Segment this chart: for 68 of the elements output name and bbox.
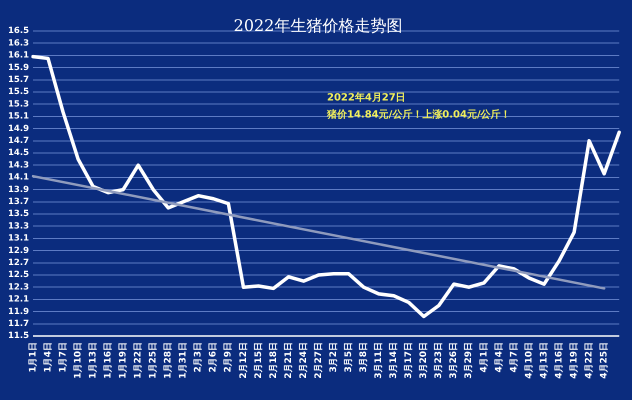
x-tick-label: 2月3日 xyxy=(192,342,204,373)
x-tick-label: 3月23日 xyxy=(433,342,444,379)
x-tick-label: 4月1日 xyxy=(478,342,490,373)
x-tick-label: 2月9日 xyxy=(222,342,234,373)
y-tick-label: 14.1 xyxy=(8,172,30,183)
y-tick-label: 15.7 xyxy=(8,75,30,86)
y-tick-label: 13.7 xyxy=(8,197,30,208)
annotation: 猪价14.84元/公斤！上涨0.04元/公斤！ xyxy=(326,108,511,121)
x-tick-label: 2月24日 xyxy=(298,342,309,379)
y-tick-label: 15.1 xyxy=(8,112,30,122)
y-tick-label: 14.3 xyxy=(8,160,30,170)
y-tick-label: 13.5 xyxy=(8,209,30,220)
y-tick-label: 16.3 xyxy=(8,38,30,48)
x-tick-label: 4月4日 xyxy=(493,342,504,373)
x-tick-label: 3月17日 xyxy=(403,342,414,379)
x-tick-label: 1月7日 xyxy=(57,342,68,373)
x-tick-label: 4月19日 xyxy=(568,342,580,379)
x-tick-label: 3月14日 xyxy=(388,342,400,379)
y-tick-label: 12.5 xyxy=(8,270,30,280)
annotation: 2022年4月27日 xyxy=(327,92,406,104)
x-tick-label: 1月10日 xyxy=(72,342,84,379)
y-tick-label: 12.9 xyxy=(8,246,30,256)
x-tick-label: 2月18日 xyxy=(268,342,279,379)
x-tick-label: 4月13日 xyxy=(538,342,550,379)
x-tick-label: 4月16日 xyxy=(553,342,564,379)
x-tick-label: 3月20日 xyxy=(418,342,430,379)
x-tick-label: 2月27日 xyxy=(312,342,324,379)
y-tick-label: 11.9 xyxy=(8,306,30,317)
x-tick-label: 4月25日 xyxy=(598,342,610,379)
y-tick-label: 13.1 xyxy=(8,234,30,244)
y-tick-label: 15.3 xyxy=(8,99,30,110)
y-tick-label: 13.9 xyxy=(8,184,30,195)
x-tick-label: 1月28日 xyxy=(162,342,174,379)
y-tick-label: 14.9 xyxy=(8,124,30,134)
x-tick-label: 3月2日 xyxy=(328,342,339,373)
x-tick-label: 3月29日 xyxy=(463,342,474,379)
y-tick-label: 16.5 xyxy=(8,26,30,36)
y-tick-label: 11.5 xyxy=(8,331,30,342)
y-tick-label: 16.1 xyxy=(8,50,30,61)
y-tick-label: 14.7 xyxy=(8,136,30,146)
chart-title: 2022年生猪价格走势图 xyxy=(234,16,402,36)
x-tick-label: 1月4日 xyxy=(42,342,54,373)
x-tick-label: 2月21日 xyxy=(282,342,294,379)
x-tick-label: 2月15日 xyxy=(252,342,264,379)
x-tick-label: 1月31日 xyxy=(178,342,189,379)
x-tick-label: 1月13日 xyxy=(87,342,98,379)
y-tick-label: 12.1 xyxy=(8,294,30,305)
y-tick-label: 12.7 xyxy=(8,258,30,268)
x-tick-label: 1月25日 xyxy=(148,342,159,379)
x-tick-label: 2月6日 xyxy=(208,342,219,373)
x-tick-label: 1月22日 xyxy=(132,342,144,379)
x-tick-label: 1月1日 xyxy=(27,342,38,373)
y-tick-label: 14.5 xyxy=(8,148,30,158)
x-tick-label: 3月5日 xyxy=(342,342,354,373)
x-tick-label: 3月8日 xyxy=(358,342,370,373)
x-tick-label: 4月7日 xyxy=(508,342,520,373)
x-tick-label: 3月26日 xyxy=(448,342,460,379)
y-tick-label: 15.9 xyxy=(8,62,30,73)
x-tick-label: 4月10日 xyxy=(523,342,534,379)
x-tick-label: 1月16日 xyxy=(102,342,114,379)
x-tick-label: 1月19日 xyxy=(118,342,129,379)
x-tick-label: 2月12日 xyxy=(238,342,249,379)
y-tick-label: 13.3 xyxy=(8,221,30,232)
x-tick-label: 3月11日 xyxy=(373,342,384,379)
y-tick-label: 11.7 xyxy=(8,319,30,330)
x-tick-label: 4月22日 xyxy=(583,342,594,379)
y-tick-label: 12.3 xyxy=(8,282,30,292)
y-tick-label: 15.5 xyxy=(8,87,30,98)
